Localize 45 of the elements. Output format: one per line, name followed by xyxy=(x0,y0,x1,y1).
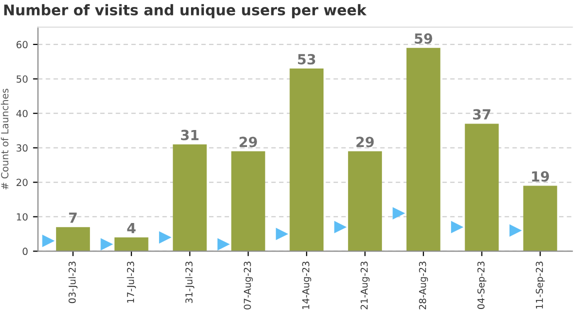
data-label: 19 xyxy=(532,171,549,182)
point xyxy=(42,234,55,248)
y-tick-label: 60 xyxy=(16,40,28,48)
point xyxy=(276,228,288,240)
x-tick-label: 11-Sep-23 xyxy=(536,262,545,309)
data-label: 29 xyxy=(356,136,374,148)
data-label: 4 xyxy=(127,223,136,234)
bar xyxy=(406,48,440,252)
point xyxy=(451,220,464,234)
y-tick-label: 10 xyxy=(16,213,28,221)
point xyxy=(217,238,230,251)
point xyxy=(392,207,406,220)
bar xyxy=(114,237,148,252)
y-axis-title: # Count of Launches xyxy=(0,88,8,190)
bar xyxy=(56,227,90,252)
bar xyxy=(348,151,382,252)
chart-title: Number of visits and unique users per week xyxy=(4,4,367,18)
bar xyxy=(172,144,207,252)
y-tick-label: 40 xyxy=(16,110,28,118)
bar xyxy=(290,68,324,252)
x-tick-label: 14-Aug-23 xyxy=(302,262,312,309)
data-label: 29 xyxy=(240,136,257,148)
x-tick-label: 28-Aug-23 xyxy=(418,262,428,310)
data-label: 7 xyxy=(69,212,77,223)
bar xyxy=(464,124,499,252)
bar xyxy=(231,151,266,252)
data-label: 37 xyxy=(473,109,490,120)
x-tick-label: 17-Jul-23 xyxy=(126,262,136,303)
data-label: 53 xyxy=(298,54,316,64)
y-tick-label: 30 xyxy=(16,144,28,152)
data-label: 59 xyxy=(414,33,432,44)
x-tick-label: 21-Aug-23 xyxy=(360,262,370,310)
x-tick-label: 07-Aug-23 xyxy=(244,262,253,310)
bar xyxy=(523,186,558,252)
data-label: 31 xyxy=(181,130,199,140)
point xyxy=(159,231,172,244)
x-tick-label: 31-Jul-23 xyxy=(185,262,194,303)
point xyxy=(100,238,114,251)
x-tick-label: 03-Jul-23 xyxy=(68,262,78,304)
y-tick-label: 0 xyxy=(22,248,28,256)
y-tick-label: 50 xyxy=(16,75,28,83)
y-tick-label: 20 xyxy=(16,178,28,186)
point xyxy=(509,224,522,237)
x-tick-label: 04-Sep-23 xyxy=(477,262,486,309)
point xyxy=(334,220,347,234)
